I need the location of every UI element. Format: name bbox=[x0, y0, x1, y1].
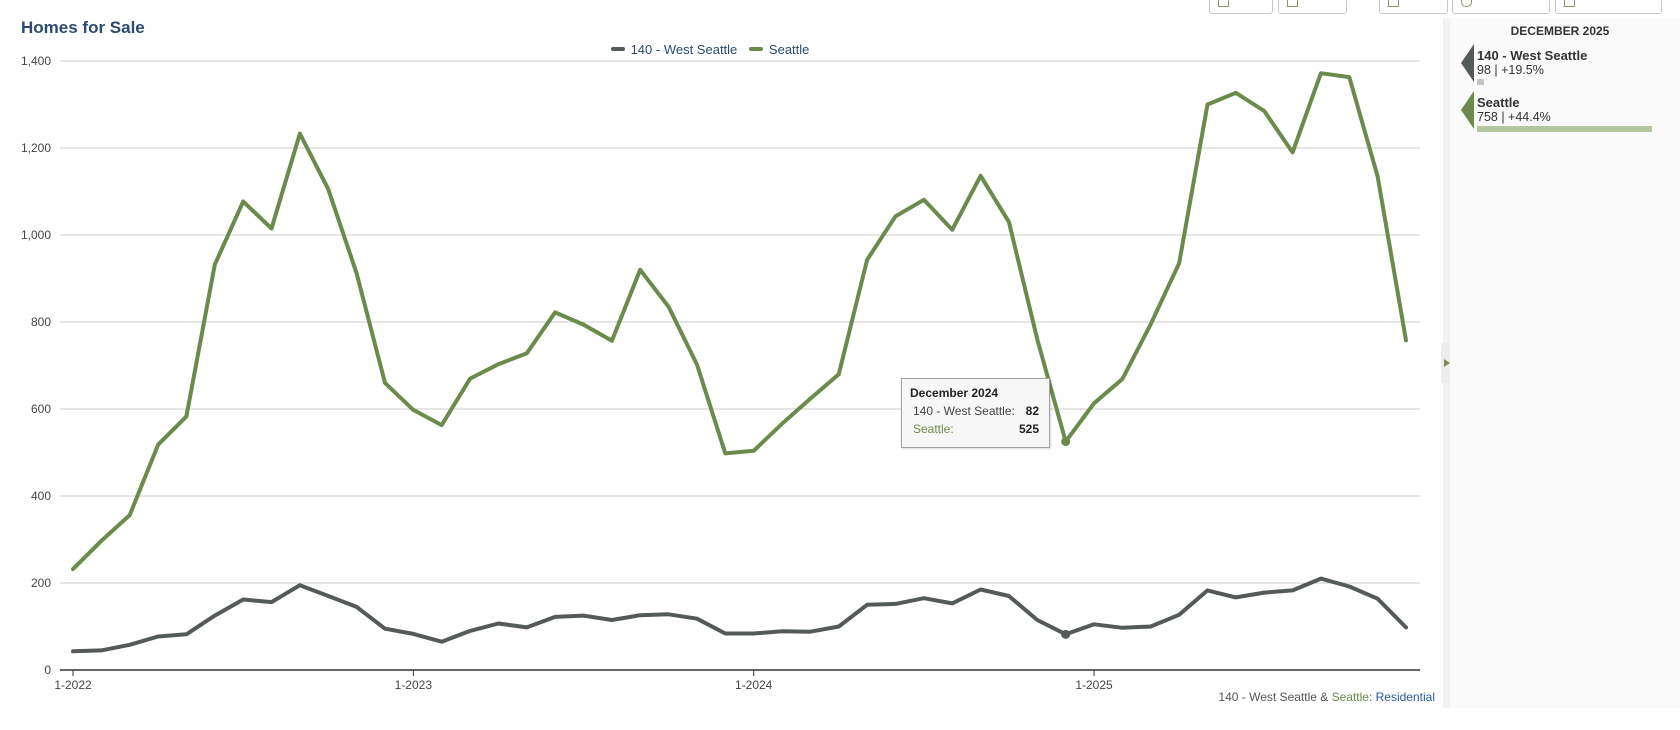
tooltip-label: 140 - West Seattle: bbox=[913, 404, 1015, 418]
footnote-city: Seattle bbox=[1331, 690, 1369, 704]
y-tick-label: 800 bbox=[31, 315, 51, 329]
toolbar-button-table[interactable] bbox=[1209, 0, 1273, 14]
side-stat-value: 758 | +44.4% bbox=[1477, 110, 1551, 124]
chart-footnote: 140 - West Seattle & Seattle: Residentia… bbox=[1218, 690, 1435, 704]
tooltip-row-seattle: Seattle: 525 bbox=[913, 422, 1039, 436]
legend-swatch-west-seattle bbox=[610, 47, 625, 51]
side-stat-name: 140 - West Seattle bbox=[1477, 48, 1588, 63]
legend-label-west-seattle: 140 - West Seattle bbox=[630, 41, 738, 57]
side-stat-value: 98 | +19.5% bbox=[1477, 63, 1544, 77]
y-tick-label: 1,200 bbox=[21, 141, 51, 155]
side-stat-bar bbox=[1477, 79, 1484, 85]
highlight-markers bbox=[1061, 437, 1071, 639]
caret-right-icon bbox=[1444, 359, 1450, 367]
footnote-amp: & bbox=[1316, 690, 1332, 704]
line-chart: 0 200 400 600 800 1,000 1,200 1,400 1-2022 1-2023… bbox=[21, 54, 1420, 692]
legend-item-seattle[interactable]: Seattle bbox=[748, 41, 810, 57]
x-tick-label: 1-2022 bbox=[54, 678, 92, 692]
y-tick-label: 600 bbox=[31, 402, 51, 416]
toolbar-button-chart[interactable] bbox=[1278, 0, 1347, 14]
x-tick-label: 1-2025 bbox=[1075, 678, 1113, 692]
series-line-west-seattle bbox=[71, 576, 1408, 654]
toolbar-button-pie[interactable] bbox=[1452, 0, 1550, 14]
legend-label-seattle: Seattle bbox=[768, 41, 810, 57]
tooltip-label: Seattle: bbox=[913, 422, 954, 436]
page-title: Homes for Sale bbox=[21, 18, 145, 37]
series-marker-seattle bbox=[1461, 91, 1474, 129]
tooltip-row-west-seattle: 140 - West Seattle: 82 bbox=[913, 404, 1039, 418]
tooltip-title: December 2024 bbox=[910, 386, 999, 400]
side-stat-bar bbox=[1477, 126, 1652, 132]
y-tick-label: 0 bbox=[44, 663, 51, 677]
side-panel-header: DECEMBER 2025 bbox=[1510, 24, 1610, 38]
highlight-point-west-seattle bbox=[1061, 629, 1071, 639]
y-tick-label: 1,400 bbox=[21, 54, 51, 68]
chart-tooltip: December 2024 140 - West Seattle: 82 Sea… bbox=[901, 378, 1050, 448]
highlight-point-seattle bbox=[1061, 437, 1071, 447]
y-tick-label: 400 bbox=[31, 489, 51, 503]
axes: 0 200 400 600 800 1,000 1,200 1,400 1-2022 1-2023… bbox=[21, 54, 1420, 692]
toolbar-button-dropdown[interactable] bbox=[1555, 0, 1662, 14]
y-tick-label: 1,000 bbox=[21, 228, 51, 242]
side-panel bbox=[1450, 18, 1680, 708]
series-lines bbox=[71, 71, 1408, 654]
series-line-seattle bbox=[71, 71, 1408, 572]
x-tick-label: 1-2023 bbox=[395, 678, 433, 692]
legend-item-west-seattle[interactable]: 140 - West Seattle bbox=[610, 41, 738, 57]
x-tick-label: 1-2024 bbox=[735, 678, 773, 692]
footnote-type: Residential bbox=[1375, 690, 1435, 704]
grid-lines bbox=[60, 60, 1420, 584]
footnote-area: 140 - West Seattle bbox=[1218, 690, 1317, 704]
toolbar-button-line[interactable] bbox=[1379, 0, 1448, 14]
legend-swatch-seattle bbox=[748, 47, 763, 51]
series-marker-west-seattle bbox=[1461, 44, 1474, 82]
chart-legend: 140 - West Seattle Seattle bbox=[0, 39, 1420, 57]
footnote-sep: : bbox=[1368, 690, 1376, 704]
y-tick-label: 200 bbox=[31, 576, 51, 590]
tooltip-value: 82 bbox=[1025, 404, 1039, 418]
side-stat-name: Seattle bbox=[1477, 95, 1520, 110]
tooltip-value: 525 bbox=[1018, 422, 1039, 436]
